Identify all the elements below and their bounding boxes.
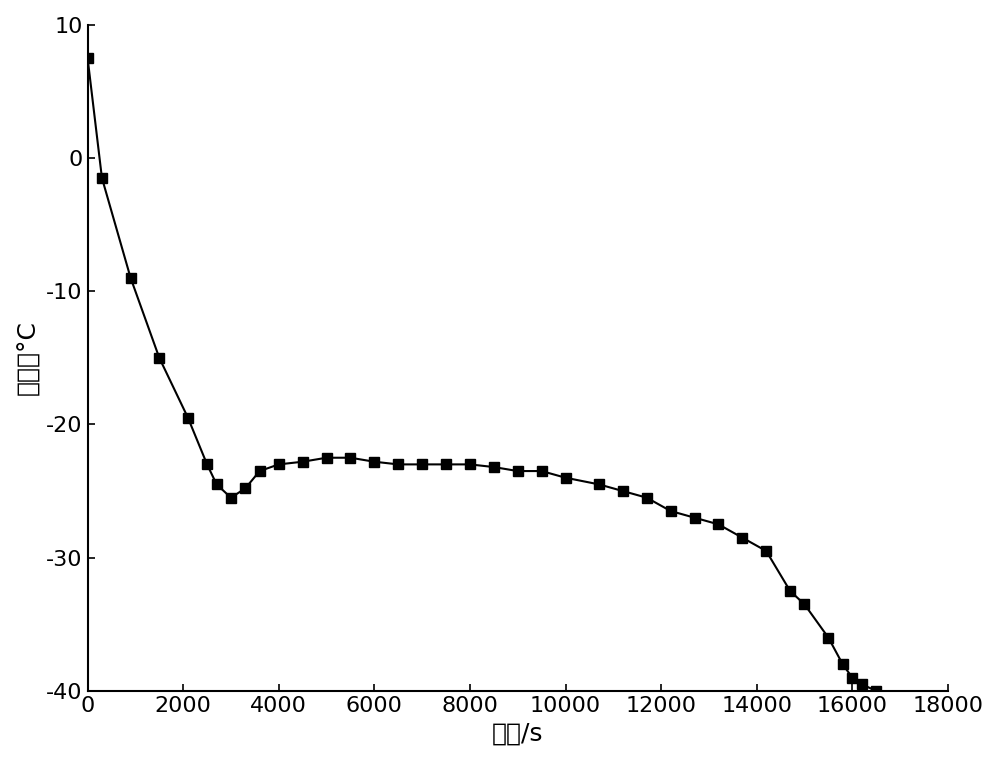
Y-axis label: 温度／°C: 温度／°C	[17, 320, 41, 395]
X-axis label: 时间/s: 时间/s	[492, 722, 543, 745]
